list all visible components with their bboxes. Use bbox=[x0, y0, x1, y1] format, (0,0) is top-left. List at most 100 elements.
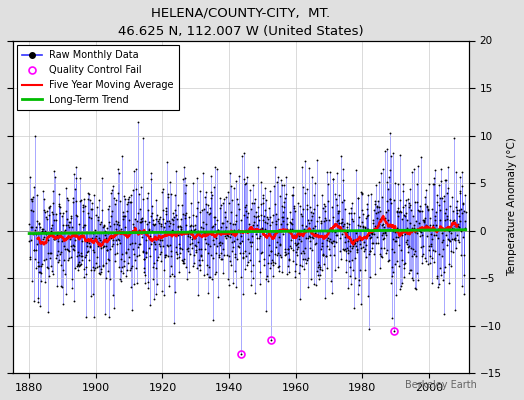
Point bbox=[205, 204, 214, 211]
Point bbox=[396, 286, 404, 292]
Point bbox=[361, 246, 369, 252]
Point bbox=[163, 194, 172, 200]
Point bbox=[269, 272, 278, 279]
Point bbox=[272, 211, 280, 218]
Point bbox=[26, 254, 34, 260]
Point bbox=[238, 228, 246, 234]
Point bbox=[266, 188, 274, 194]
Point bbox=[313, 268, 321, 275]
Point bbox=[92, 260, 100, 266]
Point bbox=[73, 267, 82, 274]
Point bbox=[186, 250, 194, 257]
Point bbox=[66, 236, 74, 242]
Point bbox=[157, 223, 166, 229]
Point bbox=[208, 191, 216, 198]
Point bbox=[315, 232, 324, 239]
Point bbox=[168, 271, 176, 278]
Point bbox=[375, 204, 383, 210]
Point bbox=[414, 226, 423, 232]
Point bbox=[178, 256, 186, 263]
Point bbox=[65, 224, 73, 230]
Point bbox=[50, 217, 58, 224]
Point bbox=[357, 190, 366, 197]
Point bbox=[288, 226, 297, 232]
Point bbox=[43, 208, 51, 214]
Point bbox=[331, 266, 340, 273]
Point bbox=[236, 228, 244, 235]
Point bbox=[322, 252, 331, 259]
Point bbox=[52, 235, 60, 241]
Point bbox=[425, 253, 434, 259]
Point bbox=[294, 240, 303, 246]
Point bbox=[238, 249, 247, 256]
Point bbox=[329, 176, 337, 182]
Point bbox=[355, 223, 364, 229]
Point bbox=[188, 236, 196, 242]
Point bbox=[447, 263, 455, 270]
Point bbox=[267, 248, 275, 254]
Point bbox=[328, 290, 336, 296]
Point bbox=[405, 270, 413, 276]
Point bbox=[290, 205, 298, 211]
Point bbox=[330, 243, 339, 250]
Point bbox=[306, 238, 314, 244]
Point bbox=[109, 237, 117, 244]
Point bbox=[106, 213, 115, 219]
Point bbox=[323, 243, 332, 250]
Point bbox=[300, 226, 308, 232]
Point bbox=[160, 228, 169, 234]
Point bbox=[374, 198, 382, 204]
Point bbox=[275, 234, 283, 240]
Point bbox=[67, 215, 75, 221]
Point bbox=[161, 208, 170, 215]
Point bbox=[245, 221, 254, 227]
Point bbox=[447, 225, 456, 231]
Point bbox=[460, 252, 468, 258]
Point bbox=[427, 230, 435, 237]
Point bbox=[139, 195, 148, 202]
Point bbox=[386, 130, 394, 136]
Point bbox=[318, 239, 326, 246]
Point bbox=[120, 263, 128, 269]
Point bbox=[129, 246, 138, 252]
Point bbox=[74, 221, 83, 228]
Point bbox=[457, 282, 466, 289]
Point bbox=[40, 196, 48, 202]
Point bbox=[195, 188, 204, 194]
Point bbox=[260, 184, 269, 191]
Point bbox=[55, 191, 63, 197]
Point bbox=[381, 215, 389, 222]
Point bbox=[345, 257, 353, 264]
Point bbox=[441, 217, 450, 223]
Point bbox=[375, 179, 384, 186]
Point bbox=[187, 226, 195, 233]
Point bbox=[281, 252, 289, 258]
Point bbox=[245, 187, 254, 193]
Point bbox=[25, 221, 34, 228]
Point bbox=[238, 153, 246, 160]
Point bbox=[116, 198, 124, 204]
Point bbox=[375, 221, 383, 227]
Point bbox=[457, 183, 466, 189]
Point bbox=[48, 209, 56, 216]
Point bbox=[85, 190, 93, 197]
Point bbox=[368, 220, 377, 226]
Point bbox=[405, 204, 413, 210]
Point bbox=[339, 166, 347, 173]
Point bbox=[340, 197, 348, 204]
Point bbox=[301, 158, 309, 165]
Point bbox=[117, 226, 125, 232]
Point bbox=[423, 261, 432, 267]
Point bbox=[110, 305, 118, 311]
Point bbox=[297, 210, 305, 217]
Point bbox=[68, 275, 76, 282]
Point bbox=[299, 184, 307, 190]
Point bbox=[202, 201, 210, 207]
Point bbox=[41, 256, 50, 262]
Point bbox=[46, 255, 54, 261]
Point bbox=[126, 192, 135, 198]
Point bbox=[371, 200, 379, 207]
Point bbox=[167, 253, 176, 259]
Point bbox=[91, 234, 100, 241]
Point bbox=[437, 178, 445, 184]
